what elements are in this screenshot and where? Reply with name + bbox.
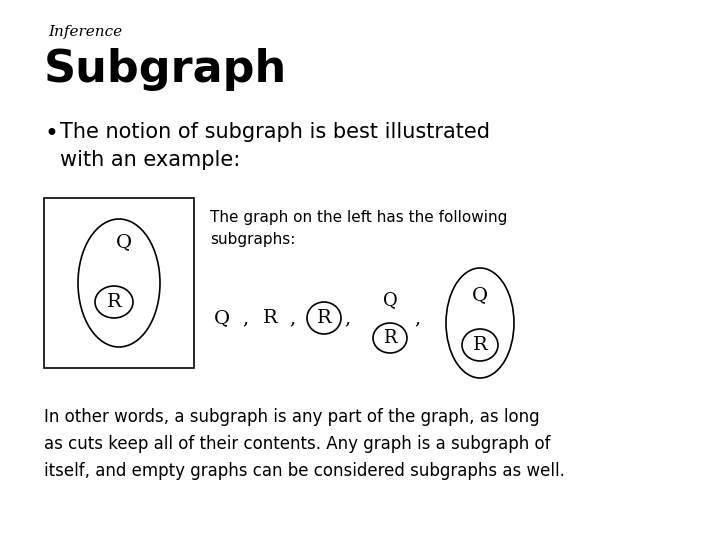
Text: R: R xyxy=(263,309,277,327)
Text: ,: , xyxy=(242,309,248,327)
Ellipse shape xyxy=(373,323,407,353)
Text: ,: , xyxy=(289,309,295,327)
Text: Q: Q xyxy=(116,233,132,251)
Text: Subgraph: Subgraph xyxy=(44,48,287,91)
Text: The graph on the left has the following
subgraphs:: The graph on the left has the following … xyxy=(210,210,508,247)
Text: ,: , xyxy=(414,309,420,327)
Text: R: R xyxy=(383,329,397,347)
Ellipse shape xyxy=(307,302,341,334)
Text: In other words, a subgraph is any part of the graph, as long
as cuts keep all of: In other words, a subgraph is any part o… xyxy=(44,408,565,480)
Bar xyxy=(44,198,194,368)
Text: R: R xyxy=(107,293,122,311)
Text: R: R xyxy=(472,336,487,354)
Text: Q: Q xyxy=(214,309,230,327)
Ellipse shape xyxy=(78,219,160,347)
Ellipse shape xyxy=(462,329,498,361)
Text: •: • xyxy=(44,122,58,146)
Text: Inference: Inference xyxy=(48,25,122,39)
Text: Q: Q xyxy=(472,286,488,304)
Text: The notion of subgraph is best illustrated
with an example:: The notion of subgraph is best illustrat… xyxy=(60,122,490,170)
Text: Q: Q xyxy=(382,291,397,309)
Ellipse shape xyxy=(95,286,133,318)
Text: ,: , xyxy=(344,309,350,327)
Text: R: R xyxy=(317,309,331,327)
Ellipse shape xyxy=(446,268,514,378)
